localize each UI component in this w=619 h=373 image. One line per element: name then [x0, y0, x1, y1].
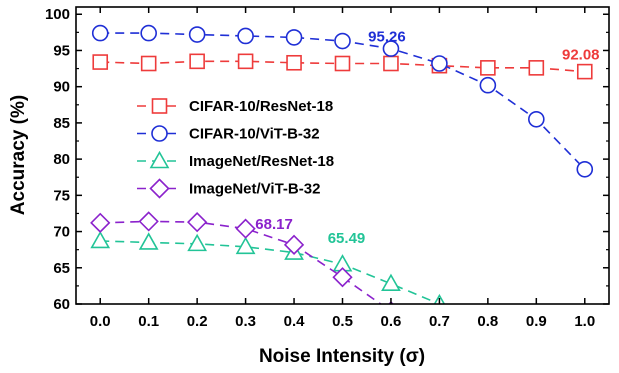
data-point — [138, 232, 159, 250]
x-tick-label: 0.9 — [526, 313, 547, 330]
x-tick-label: 0.3 — [235, 313, 256, 330]
data-point — [235, 218, 256, 239]
data-point — [140, 24, 157, 42]
data-point — [188, 26, 206, 43]
legend-label: ImageNet/ResNet-18 — [189, 153, 334, 170]
data-point — [480, 60, 496, 76]
value-annotation: 92.08 — [562, 47, 600, 64]
data-point — [381, 273, 401, 292]
legend-marker — [149, 178, 170, 199]
legend-label: CIFAR-10/ResNet-18 — [189, 98, 333, 115]
data-point — [91, 24, 109, 42]
legend-marker — [151, 125, 168, 142]
data-point — [332, 267, 353, 288]
y-tick-label: 80 — [53, 151, 70, 168]
data-point — [283, 234, 305, 255]
x-tick-label: 0.6 — [381, 313, 402, 330]
x-tick-label: 0.5 — [332, 313, 353, 330]
x-tick-label: 0.0 — [90, 313, 111, 330]
data-point — [140, 55, 157, 72]
data-point — [90, 212, 111, 233]
x-tick-label: 0.4 — [284, 313, 306, 330]
y-tick-label: 95 — [53, 42, 70, 59]
data-point — [576, 160, 594, 178]
y-tick-label: 60 — [53, 296, 70, 313]
legend-label: CIFAR-10/ViT-B-32 — [189, 126, 320, 143]
data-point — [528, 110, 545, 128]
data-point — [237, 53, 254, 70]
y-tick-label: 70 — [53, 224, 70, 241]
legend-label: ImageNet/ViT-B-32 — [189, 181, 320, 198]
x-tick-label: 0.2 — [187, 313, 208, 330]
data-point — [334, 55, 351, 72]
data-point — [576, 63, 593, 80]
y-tick-label: 85 — [53, 115, 70, 132]
value-annotation: 95.26 — [368, 29, 406, 46]
data-point — [431, 55, 448, 72]
x-tick-label: 0.1 — [138, 313, 159, 330]
x-axis-title: Noise Intensity (σ) — [259, 346, 425, 367]
x-tick-label: 0.8 — [477, 313, 498, 330]
data-point — [528, 60, 545, 76]
data-point — [383, 55, 399, 72]
data-point — [382, 40, 400, 57]
value-annotation: 68.17 — [255, 216, 293, 233]
data-point — [187, 212, 208, 233]
data-point — [479, 76, 497, 94]
legend-marker — [151, 98, 168, 114]
y-tick-label: 90 — [53, 79, 70, 96]
data-point — [235, 236, 256, 255]
series-line — [100, 240, 440, 304]
x-tick-label: 1.0 — [574, 313, 595, 330]
data-point — [138, 211, 159, 232]
data-point — [187, 233, 208, 252]
y-tick-label: 75 — [53, 187, 70, 204]
data-point — [92, 54, 109, 70]
y-tick-label: 100 — [45, 6, 70, 23]
legend-marker — [149, 150, 170, 169]
data-point — [285, 29, 303, 46]
y-axis-title: Accuracy (%) — [8, 95, 29, 215]
value-annotation: 65.49 — [328, 230, 366, 247]
y-tick-label: 65 — [53, 260, 70, 277]
data-point — [90, 230, 111, 249]
data-point — [189, 53, 205, 70]
data-point — [334, 32, 351, 50]
data-point — [237, 27, 254, 45]
x-tick-label: 0.7 — [429, 313, 450, 330]
data-point — [286, 54, 302, 71]
